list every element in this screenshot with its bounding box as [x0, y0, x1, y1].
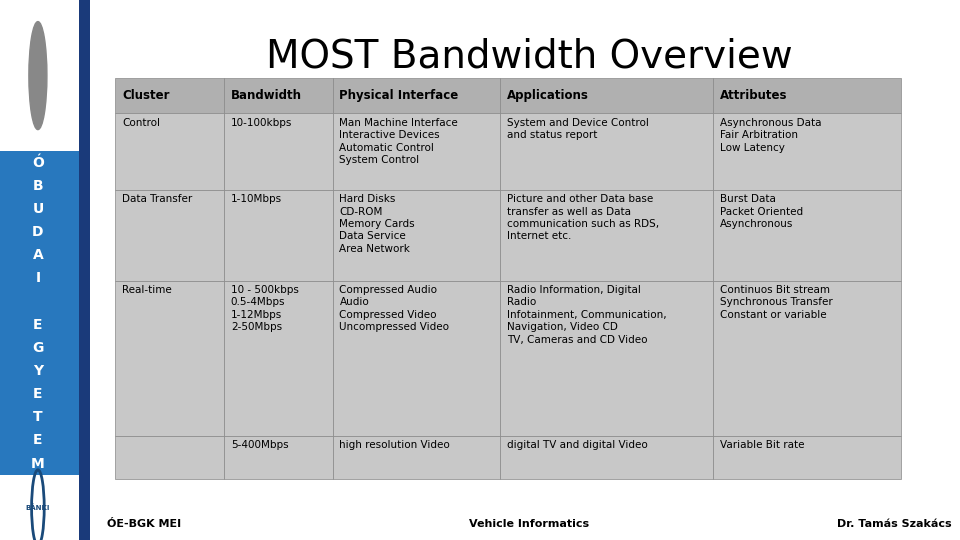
Bar	[500, 281, 713, 436]
Text: Data Transfer: Data Transfer	[122, 194, 192, 204]
Text: Asynchronous Data
Fair Arbitration
Low Latency: Asynchronous Data Fair Arbitration Low L…	[720, 118, 822, 152]
Text: System and Device Control
and status report: System and Device Control and status rep…	[507, 118, 649, 140]
Text: Real-time: Real-time	[122, 285, 172, 295]
Bar	[500, 78, 713, 113]
Text: Compressed Audio
Audio
Compressed Video
Uncompressed Video: Compressed Audio Audio Compressed Video …	[340, 285, 449, 332]
Text: T: T	[33, 410, 42, 424]
Text: Continuos Bit stream
Synchronous Transfer
Constant or variable: Continuos Bit stream Synchronous Transfe…	[720, 285, 832, 320]
Text: ÓE-BGK MEI: ÓE-BGK MEI	[107, 519, 180, 529]
Text: high resolution Video: high resolution Video	[340, 440, 450, 450]
Text: G: G	[33, 341, 43, 355]
Bar	[115, 78, 224, 113]
Bar	[713, 281, 901, 436]
Bar	[224, 190, 332, 281]
Text: Control: Control	[122, 118, 160, 128]
Text: E: E	[34, 434, 42, 448]
Bar	[713, 190, 901, 281]
Text: Man Machine Interface
Interactive Devices
Automatic Control
System Control: Man Machine Interface Interactive Device…	[340, 118, 458, 165]
Text: U: U	[33, 202, 43, 216]
Text: BÁNKI: BÁNKI	[26, 504, 50, 511]
Bar	[115, 113, 224, 190]
Text: M: M	[31, 457, 45, 471]
Bar	[115, 190, 224, 281]
Bar	[332, 190, 500, 281]
Bar	[0, 151, 90, 475]
Text: Cluster: Cluster	[122, 89, 170, 103]
Text: Hard Disks
CD-ROM
Memory Cards
Data Service
Area Network: Hard Disks CD-ROM Memory Cards Data Serv…	[340, 194, 415, 254]
Text: Picture and other Data base
transfer as well as Data
communication such as RDS,
: Picture and other Data base transfer as …	[507, 194, 659, 241]
Bar	[332, 78, 500, 113]
Text: 5-400Mbps: 5-400Mbps	[230, 440, 288, 450]
Bar	[224, 113, 332, 190]
Bar	[224, 78, 332, 113]
Circle shape	[29, 22, 47, 130]
Bar	[500, 190, 713, 281]
Bar	[224, 436, 332, 479]
Text: 10 - 500kbps
0.5-4Mbps
1-12Mbps
2-50Mbps: 10 - 500kbps 0.5-4Mbps 1-12Mbps 2-50Mbps	[230, 285, 299, 332]
Text: Vehicle Informatics: Vehicle Informatics	[468, 519, 589, 529]
Text: Burst Data
Packet Oriented
Asynchronous: Burst Data Packet Oriented Asynchronous	[720, 194, 804, 229]
Text: Radio Information, Digital
Radio
Infotainment, Communication,
Navigation, Video : Radio Information, Digital Radio Infotai…	[507, 285, 666, 345]
Text: Applications: Applications	[507, 89, 588, 103]
Bar	[0, 475, 90, 540]
Bar	[332, 281, 500, 436]
Bar	[713, 113, 901, 190]
Text: Dr. Tamás Szakács: Dr. Tamás Szakács	[837, 519, 951, 529]
Text: Attributes: Attributes	[720, 89, 787, 103]
Text: D: D	[32, 225, 43, 239]
Bar	[224, 281, 332, 436]
Bar	[332, 436, 500, 479]
Bar	[713, 436, 901, 479]
Bar	[713, 78, 901, 113]
Text: Y: Y	[33, 364, 43, 378]
Text: Ó: Ó	[32, 156, 44, 170]
Text: digital TV and digital Video: digital TV and digital Video	[507, 440, 647, 450]
Bar	[332, 113, 500, 190]
Text: Physical Interface: Physical Interface	[340, 89, 459, 103]
Bar	[115, 436, 224, 479]
Bar	[500, 113, 713, 190]
Text: 1-10Mbps: 1-10Mbps	[230, 194, 282, 204]
Text: 10-100kbps: 10-100kbps	[230, 118, 292, 128]
Text: Bandwidth: Bandwidth	[230, 89, 301, 103]
Text: E: E	[34, 318, 42, 332]
Bar	[80, 0, 90, 540]
Text: MOST Bandwidth Overview: MOST Bandwidth Overview	[266, 38, 792, 76]
Text: A: A	[33, 248, 43, 262]
Text: B: B	[33, 179, 43, 193]
Text: Variable Bit rate: Variable Bit rate	[720, 440, 804, 450]
Bar	[0, 0, 90, 151]
Text: I: I	[36, 272, 40, 286]
Text: E: E	[34, 387, 42, 401]
Bar	[500, 436, 713, 479]
Bar	[115, 281, 224, 436]
